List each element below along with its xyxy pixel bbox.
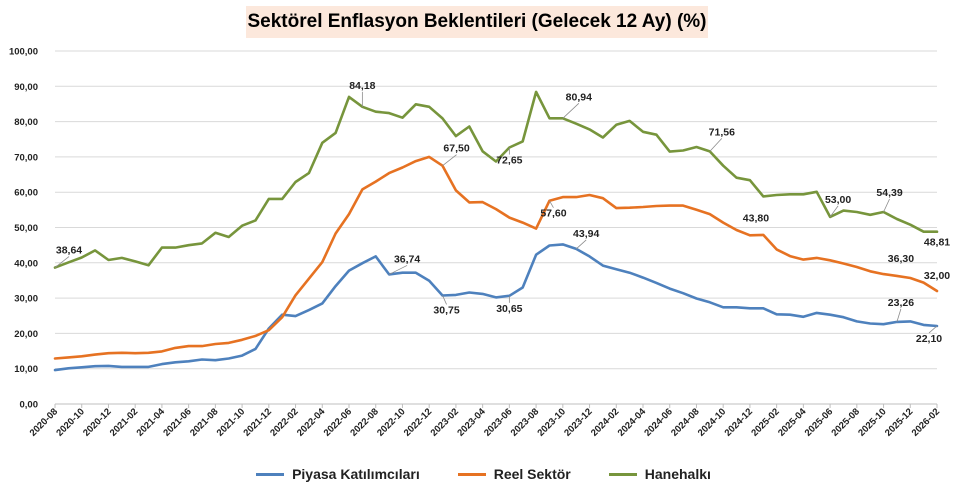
x-tick-label: 2024-02 (589, 406, 621, 438)
x-tick-label: 2025-02 (749, 406, 781, 438)
y-tick-label: 90,00 (14, 82, 38, 93)
x-tick-label: 2022-12 (402, 406, 434, 438)
data-label-leader (709, 138, 723, 152)
data-label-0-39: 43,94 (573, 228, 599, 240)
x-tick-label: 2022-10 (375, 406, 407, 438)
series-line-2 (53, 90, 939, 269)
x-tick-label: 2023-12 (562, 406, 594, 438)
y-tick-label: 50,00 (14, 223, 38, 234)
y-tick-label: 60,00 (14, 188, 38, 199)
x-tick-label: 2024-08 (669, 406, 701, 438)
data-label-leader (54, 256, 70, 268)
data-label-leader (562, 102, 580, 119)
x-tick-label: 2022-02 (268, 406, 300, 438)
chart-legend: Piyasa Katılımcıları Reel Sektör Hanehal… (0, 466, 967, 482)
x-tick-label: 2024-06 (642, 406, 674, 438)
x-tick-label: 2022-04 (295, 406, 328, 439)
y-tick-label: 20,00 (14, 329, 38, 340)
data-label-1-29: 67,50 (443, 143, 469, 155)
data-label-2-34: 72,65 (496, 155, 522, 167)
x-tick-label: 2021-06 (161, 406, 193, 438)
chart-title: Sektörel Enflasyon Beklentileri (Gelecek… (247, 11, 707, 32)
data-label-leader (442, 295, 447, 305)
y-tick-label: 100,00 (9, 47, 38, 58)
data-label-2-23: 84,18 (349, 80, 375, 92)
y-tick-label: 0,00 (20, 400, 39, 411)
x-tick-label: 2024-10 (696, 406, 728, 438)
series-line-0 (53, 243, 939, 372)
x-tick-label: 2025-12 (883, 406, 915, 438)
x-tick-label: 2021-12 (242, 406, 274, 438)
legend-item-hanehalki: Hanehalkı (608, 466, 711, 482)
line-chart-plot: 0,00 10,00 20,00 30,00 40,00 50,00 60,00 70,00 8… (9, 47, 950, 439)
x-tick-label: 2022-08 (348, 406, 380, 438)
data-label-leader (883, 198, 890, 213)
y-tick-label: 70,00 (14, 152, 38, 163)
data-label-1-37: 57,60 (540, 208, 566, 220)
data-label-leader (896, 308, 902, 323)
y-tick-label: 80,00 (14, 117, 38, 128)
legend-item-reel: Reel Sektör (457, 466, 571, 482)
x-tick-label: 2025-08 (830, 406, 862, 438)
data-label-2-49: 71,56 (709, 126, 735, 138)
data-label-0-25: 36,74 (394, 253, 420, 265)
data-label-0-34: 30,65 (496, 303, 522, 315)
legend-swatch-piyasa (256, 472, 285, 476)
data-label-leader (549, 200, 554, 208)
y-tick-label: 30,00 (14, 294, 38, 305)
data-label-leader (575, 239, 587, 250)
data-label-2-58: 53,00 (825, 194, 851, 206)
data-label-1-66: 32,00 (924, 270, 950, 282)
data-label-1-52: 43,80 (743, 212, 769, 224)
x-tick-label: 2023-04 (455, 406, 488, 439)
x-tick-label: 2023-08 (509, 406, 541, 438)
data-label-2-0: 38,64 (56, 245, 82, 257)
x-tick-label: 2021-02 (108, 406, 140, 438)
x-tick-label: 2021-04 (135, 406, 168, 439)
legend-swatch-hanehalki (608, 472, 637, 476)
legend-label-reel: Reel Sektör (493, 466, 571, 482)
x-tick-label: 2021-08 (188, 406, 220, 438)
x-tick-label: 2025-10 (856, 406, 888, 438)
data-label-0-66: 22,10 (916, 333, 942, 345)
data-label-leader (829, 205, 839, 218)
legend-label-piyasa: Piyasa Katılımcıları (292, 466, 420, 482)
x-tick-label: 2025-06 (803, 406, 835, 438)
data-label-1-63: 36,30 (888, 253, 914, 265)
data-label-2-38: 80,94 (566, 91, 592, 103)
data-label-0-63: 23,26 (888, 297, 914, 309)
x-tick-label: 2022-06 (322, 406, 354, 438)
data-label-leader (388, 265, 408, 275)
x-tick-label: 2020-12 (81, 406, 113, 438)
series-line-1 (53, 155, 939, 360)
y-tick-label: 10,00 (14, 364, 38, 375)
legend-swatch-reel (457, 472, 486, 476)
data-label-2-66: 48,81 (924, 237, 950, 249)
x-tick-label: 2023-06 (482, 406, 514, 438)
legend-item-piyasa: Piyasa Katılımcıları (256, 466, 420, 482)
x-tick-label: 2021-10 (215, 406, 247, 438)
x-tick-label: 2024-12 (723, 406, 755, 438)
x-tick-label: 2023-02 (429, 406, 461, 438)
y-tick-label: 40,00 (14, 258, 38, 269)
x-tick-label: 2025-04 (776, 406, 809, 439)
chart-title-box: Sektörel Enflasyon Beklentileri (Gelecek… (246, 6, 708, 38)
x-tick-label: 2024-04 (616, 406, 649, 439)
data-label-leader (442, 154, 457, 167)
x-tick-label: 2020-08 (28, 406, 60, 438)
data-label-0-29: 30,75 (433, 304, 459, 316)
x-tick-label: 2026-02 (910, 406, 942, 438)
x-tick-label: 2023-10 (536, 406, 568, 438)
x-tick-label: 2020-10 (54, 406, 86, 438)
data-label-leader (928, 325, 938, 334)
data-label-2-62: 54,39 (876, 187, 902, 199)
legend-label-hanehalki: Hanehalkı (644, 466, 711, 482)
